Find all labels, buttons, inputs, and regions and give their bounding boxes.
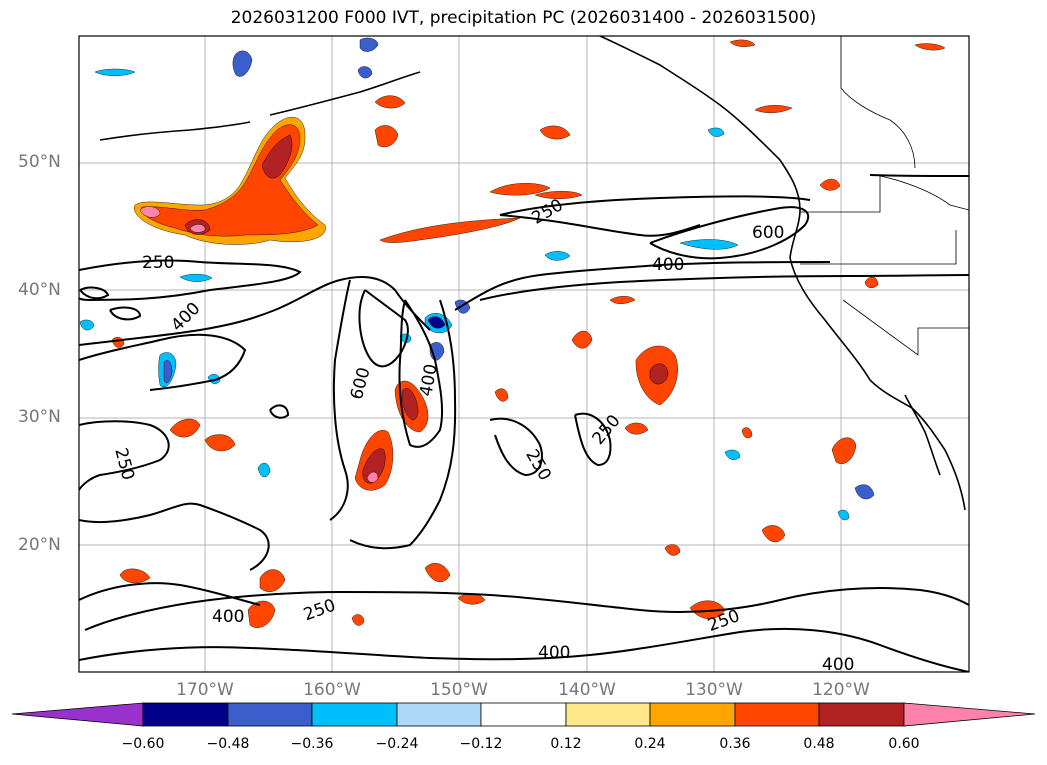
lat-label-30n: 30°N: [18, 407, 61, 427]
precip-negative-areas: [79, 37, 875, 521]
map-content: [79, 36, 969, 672]
colorbar-segment: [903, 702, 1036, 727]
colorbar-segment: [311, 702, 398, 727]
colorbar-tick-label: −0.48: [206, 736, 250, 752]
colorbar-segment: [734, 702, 820, 727]
contour-label: 400: [212, 607, 244, 627]
colorbar-tick-label: −0.36: [290, 736, 334, 752]
colorbar-segment: [227, 702, 313, 727]
colorbar-tick-label: −0.60: [121, 736, 165, 752]
lat-label-20n: 20°N: [18, 535, 61, 555]
colorbar-tick-label: 0.48: [803, 736, 835, 752]
map-frame: [78, 35, 970, 673]
gridlines: [79, 36, 969, 672]
lon-label-130w: 130°W: [685, 680, 743, 700]
colorbar-segment: [396, 702, 482, 727]
lon-label-140w: 140°W: [558, 680, 616, 700]
contour-label: 250: [142, 253, 174, 273]
colorbar-segment: [142, 702, 229, 727]
contour-label: 250: [110, 446, 138, 483]
colorbar-tick-label: 0.36: [719, 736, 751, 752]
coastlines: [99, 36, 966, 511]
contour-label: 600: [347, 365, 375, 402]
colorbar-segment: [480, 702, 567, 727]
state-borders: [800, 36, 969, 356]
colorbar-segment: [11, 702, 144, 727]
precip-positive-areas: [111, 39, 946, 628]
contour-label: 400: [416, 363, 441, 398]
lat-label-40n: 40°N: [18, 280, 61, 300]
contour-label: 400: [538, 643, 570, 663]
colorbar-tick-label: 0.60: [888, 736, 920, 752]
colorbar-segment: [818, 702, 905, 727]
contour-label: 250: [521, 446, 555, 484]
contour-label: 400: [822, 655, 854, 675]
colorbar-tick-label: 0.12: [550, 736, 582, 752]
colorbar: [11, 702, 1036, 727]
ivt-contours: [79, 174, 969, 672]
contour-label: 250: [529, 195, 567, 229]
contour-label: 400: [652, 255, 684, 275]
colorbar-tick-label: 0.24: [634, 736, 666, 752]
lat-label-50n: 50°N: [18, 152, 61, 172]
colorbar-segment: [649, 702, 736, 727]
contour-label: 250: [301, 595, 338, 625]
lon-label-120w: 120°W: [812, 680, 870, 700]
contour-label: 600: [752, 223, 784, 243]
colorbar-tick-label: −0.12: [459, 736, 503, 752]
lon-label-160w: 160°W: [303, 680, 361, 700]
colorbar-segment: [565, 702, 651, 727]
lon-label-170w: 170°W: [176, 680, 234, 700]
lon-label-150w: 150°W: [430, 680, 488, 700]
map-title: 2026031200 F000 IVT, precipitation PC (2…: [230, 8, 817, 28]
colorbar-tick-label: −0.24: [375, 736, 419, 752]
